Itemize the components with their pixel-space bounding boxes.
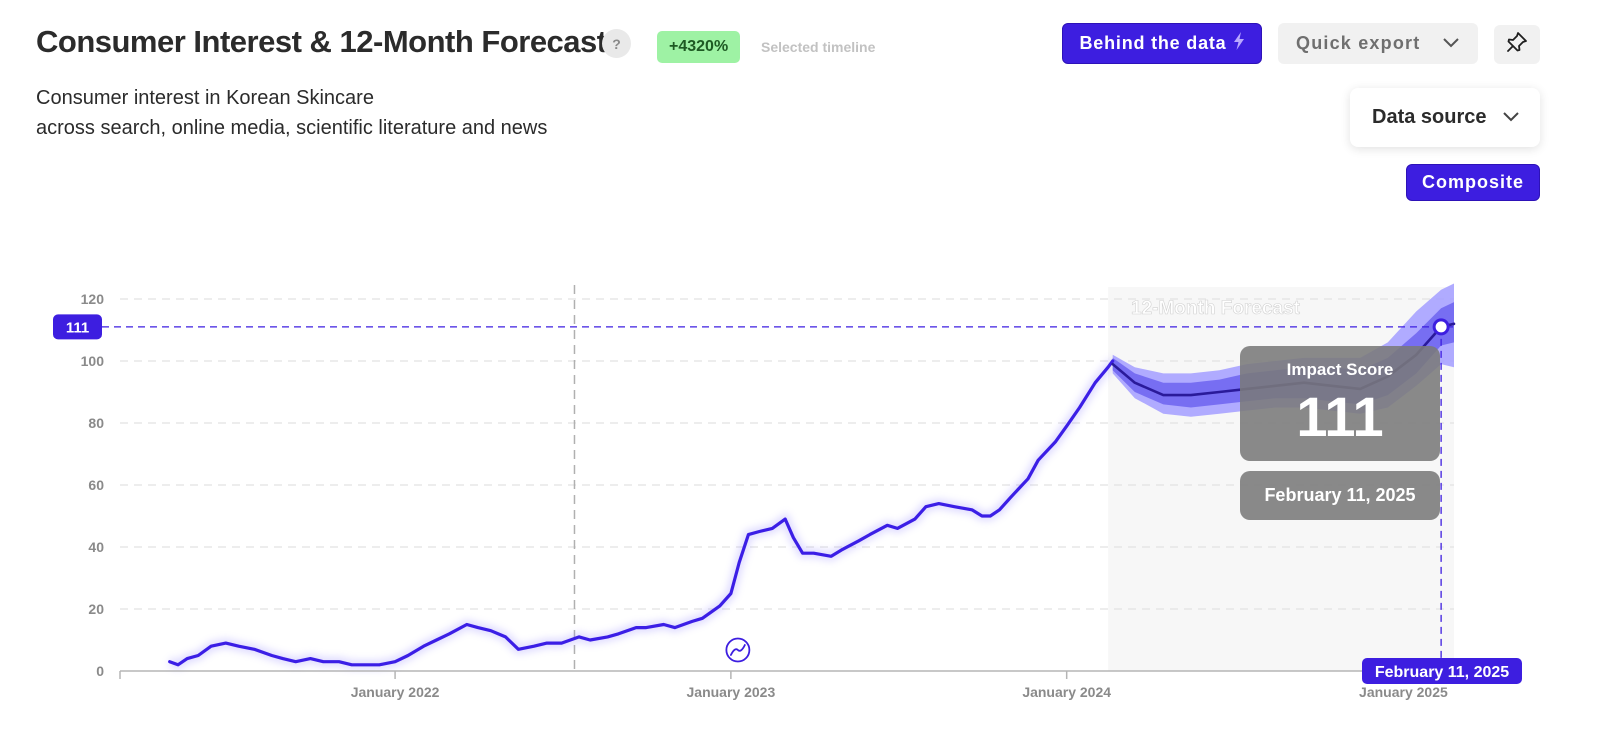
quick-export-dropdown[interactable]: Quick export — [1278, 23, 1478, 64]
highlight-value-badge: 111 — [53, 314, 102, 340]
y-tick-label: 40 — [88, 539, 104, 555]
x-tick-label: January 2022 — [351, 684, 440, 700]
history-glow — [168, 358, 1117, 670]
change-badge: +4320% — [657, 31, 741, 63]
y-tick-label: 60 — [88, 477, 104, 493]
lightning-icon — [1233, 32, 1245, 55]
help-button[interactable]: ? — [602, 29, 631, 58]
chevron-down-icon — [1502, 106, 1520, 129]
impact-score-date: February 11, 2025 — [1264, 485, 1415, 505]
chevron-down-icon — [1442, 33, 1460, 54]
x-tick-label: January 2023 — [687, 684, 776, 700]
y-tick-label: 120 — [81, 291, 105, 307]
x-tick-label: January 2025 — [1359, 684, 1448, 700]
data-source-dropdown[interactable]: Data source — [1350, 88, 1540, 147]
behind-the-data-button[interactable]: Behind the data — [1062, 23, 1262, 64]
pin-icon — [1506, 31, 1528, 58]
highlight-point[interactable] — [1432, 318, 1450, 336]
impact-score-value: 111 — [1296, 385, 1383, 448]
x-tick-label: January 2024 — [1022, 684, 1111, 700]
y-tick-label: 0 — [96, 663, 104, 679]
highlight-value-badge-text: 111 — [66, 319, 89, 336]
event-marker-icon[interactable] — [725, 637, 751, 663]
subtitle-line-1: Consumer interest in Korean Skincare — [36, 87, 374, 109]
behind-the-data-label: Behind the data — [1079, 33, 1227, 53]
chart-subtitle: Consumer interest in Korean Skincare acr… — [36, 83, 547, 143]
impact-score-title: Impact Score — [1287, 360, 1394, 379]
impact-score-tooltip: Impact Score 111 February 11, 2025 — [1240, 346, 1440, 520]
composite-button[interactable]: Composite — [1406, 164, 1540, 201]
y-tick-label: 100 — [81, 353, 105, 369]
data-source-label: Data source — [1372, 106, 1487, 128]
y-tick-label: 80 — [88, 415, 104, 431]
page-title: Consumer Interest & 12-Month Forecast — [36, 24, 607, 59]
change-note: Selected timeline — [761, 39, 876, 55]
subtitle-line-2: across search, online media, scientific … — [36, 117, 548, 139]
pin-button[interactable] — [1494, 25, 1540, 64]
history-line — [168, 359, 1115, 667]
forecast-label: 12-Month Forecast — [1131, 298, 1301, 319]
highlight-date-badge: February 11, 2025 — [1362, 658, 1522, 684]
highlight-date-badge-text: February 11, 2025 — [1375, 664, 1509, 681]
y-tick-label: 20 — [88, 601, 104, 617]
quick-export-label: Quick export — [1296, 33, 1421, 53]
